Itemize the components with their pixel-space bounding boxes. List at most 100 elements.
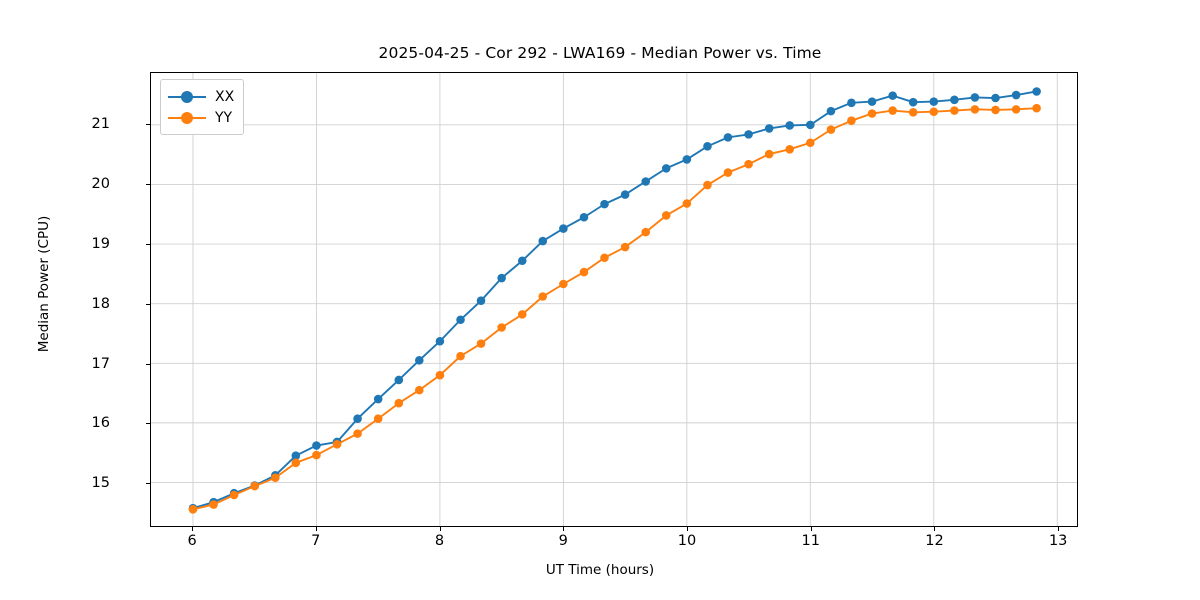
data-point <box>332 440 342 449</box>
y-tick-mark <box>146 483 150 485</box>
plot-area <box>150 72 1078 527</box>
y-tick-mark <box>146 124 150 126</box>
series-xx <box>188 87 1041 513</box>
data-point <box>456 351 465 361</box>
data-point <box>517 310 527 319</box>
data-point <box>600 199 609 209</box>
data-point <box>538 292 548 301</box>
data-point <box>476 339 486 348</box>
data-point <box>970 93 980 102</box>
y-tick-label: 19 <box>91 235 110 252</box>
data-point <box>620 190 630 199</box>
data-point <box>764 124 774 133</box>
x-tick-label: 9 <box>558 533 568 549</box>
data-point <box>600 253 609 263</box>
data-point <box>394 375 404 385</box>
data-point <box>229 490 239 500</box>
legend-marker-icon <box>168 90 206 104</box>
data-point <box>806 138 815 148</box>
data-point <box>785 145 794 154</box>
data-point <box>703 142 712 151</box>
x-tick-mark <box>439 527 441 531</box>
y-tick-label: 15 <box>91 475 110 492</box>
y-tick-label: 20 <box>91 175 110 192</box>
data-point <box>991 93 1000 103</box>
x-tick-mark <box>563 527 565 531</box>
x-tick-mark <box>1058 527 1060 531</box>
data-point <box>414 385 424 395</box>
data-point <box>888 91 897 100</box>
data-point <box>929 97 939 106</box>
data-point <box>435 370 445 380</box>
x-tick-label: 7 <box>311 533 321 549</box>
y-tick-label: 18 <box>91 295 110 312</box>
data-point <box>867 109 877 118</box>
x-tick-mark <box>315 527 317 531</box>
data-point <box>661 211 671 220</box>
data-point <box>826 125 836 134</box>
data-point <box>950 106 959 115</box>
data-point <box>271 473 280 483</box>
x-tick-mark <box>810 527 812 531</box>
data-point <box>641 177 651 186</box>
y-tick-mark <box>146 363 150 365</box>
data-point <box>826 106 836 116</box>
y-tick-label: 17 <box>91 355 110 372</box>
data-point <box>517 256 527 266</box>
data-point <box>414 356 424 365</box>
data-point <box>908 97 918 107</box>
data-point <box>908 108 918 117</box>
y-tick-mark <box>146 183 150 185</box>
data-point <box>661 164 671 173</box>
data-point <box>188 505 198 514</box>
data-point <box>291 458 301 468</box>
y-tick-mark <box>146 243 150 245</box>
data-point <box>579 267 589 277</box>
legend-item-xx: XX <box>168 86 234 107</box>
data-point <box>579 212 589 222</box>
data-point <box>497 323 506 332</box>
data-point <box>847 98 856 108</box>
y-tick-mark <box>146 423 150 425</box>
x-tick-label: 11 <box>801 533 820 549</box>
data-point <box>1032 103 1041 113</box>
x-tick-label: 6 <box>187 533 197 549</box>
data-point <box>785 121 794 130</box>
data-point <box>682 155 692 164</box>
data-point <box>991 105 1000 115</box>
data-point <box>353 414 362 423</box>
series-line <box>192 107 1038 511</box>
data-series-layer <box>188 87 1041 514</box>
x-tick-mark <box>192 527 194 531</box>
data-point <box>476 296 486 305</box>
data-point <box>641 227 651 237</box>
legend-item-yy: YY <box>168 107 234 128</box>
data-point <box>744 159 753 169</box>
data-point <box>353 429 362 438</box>
data-point <box>373 394 383 404</box>
data-point <box>723 168 733 177</box>
data-point <box>394 398 404 408</box>
data-point <box>682 199 692 208</box>
chart-legend: XX YY <box>160 79 245 135</box>
data-point <box>744 130 753 139</box>
data-point <box>929 107 939 117</box>
series-yy <box>188 103 1041 514</box>
data-point <box>559 279 568 289</box>
data-point <box>312 441 321 450</box>
data-point <box>867 97 877 106</box>
chart-title: 2025-04-25 - Cor 292 - LWA169 - Median P… <box>378 44 822 62</box>
data-point <box>620 242 630 252</box>
data-point <box>209 500 218 509</box>
legend-label: XX <box>215 88 235 105</box>
x-axis-label: UT Time (hours) <box>545 562 655 578</box>
legend-label: YY <box>215 109 233 126</box>
data-point <box>250 481 260 491</box>
x-tick-mark <box>934 527 936 531</box>
data-point <box>291 451 301 460</box>
data-point <box>806 120 815 130</box>
data-point <box>847 116 856 125</box>
x-tick-label: 10 <box>677 533 697 549</box>
data-point <box>888 106 897 115</box>
